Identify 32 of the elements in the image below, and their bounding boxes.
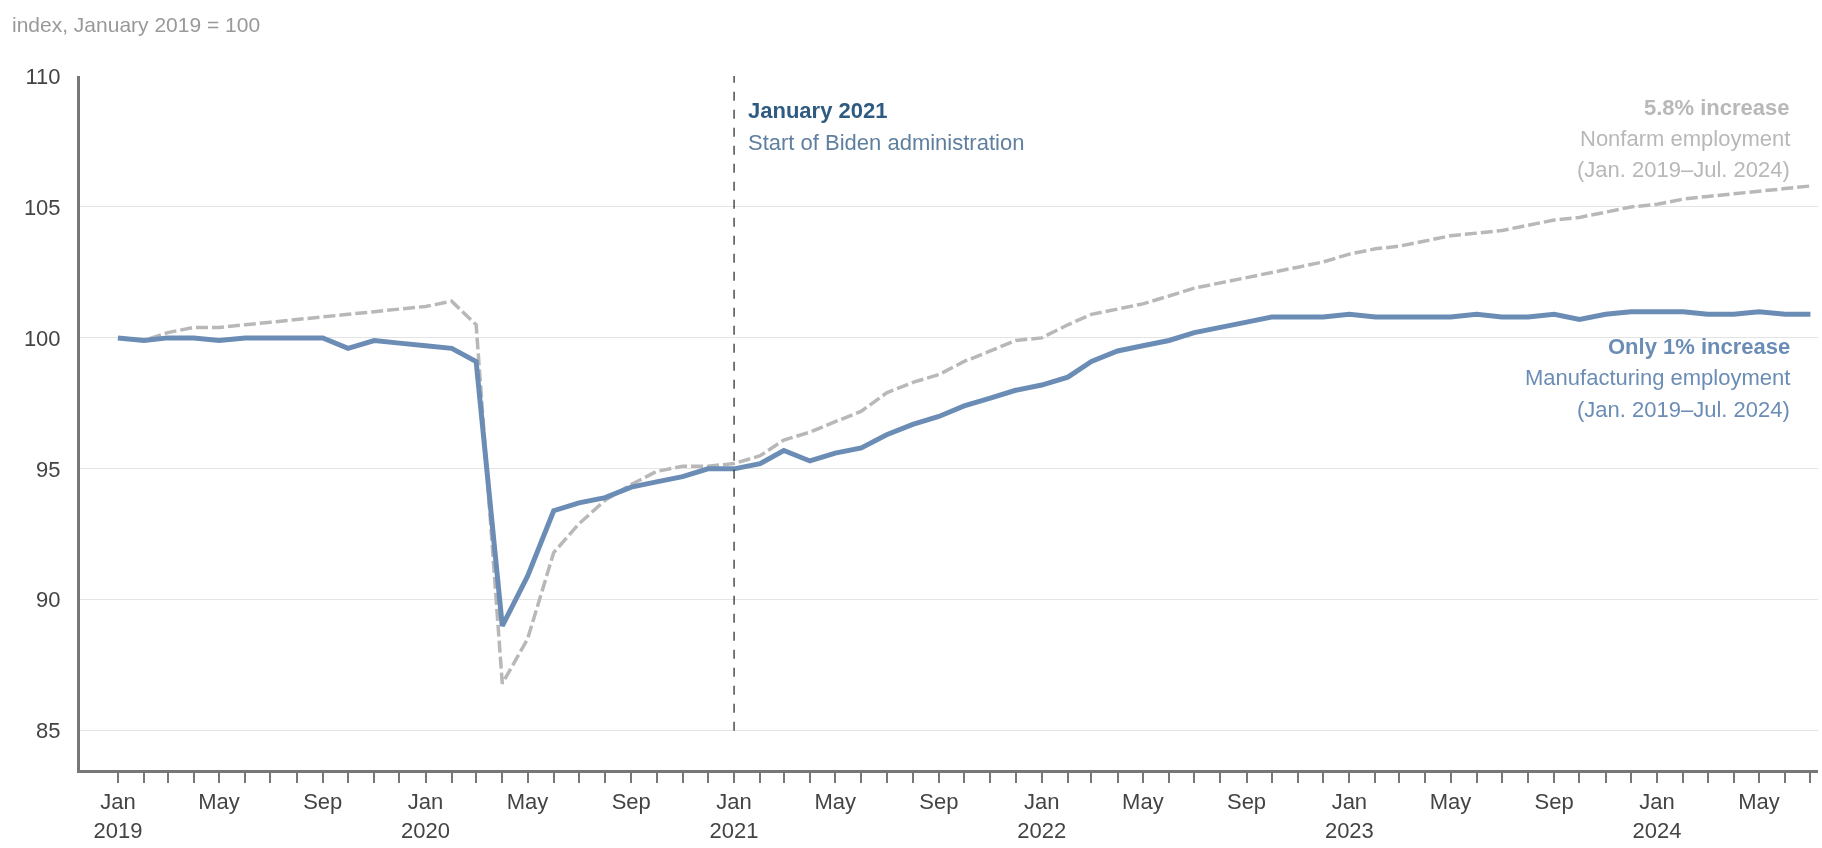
x-tick-label: May — [506, 789, 549, 815]
y-tick-label: 95 — [36, 456, 61, 482]
x-tick-label: Sep — [1226, 789, 1267, 815]
annotation: (Jan. 2019–Jul. 2024) — [1577, 157, 1790, 182]
x-tick-label: Jan 2021 — [709, 789, 759, 843]
annotation: (Jan. 2019–Jul. 2024) — [1577, 397, 1790, 422]
x-tick-label: Sep — [611, 789, 651, 815]
y-tick-label: 105 — [23, 194, 61, 220]
annotation: 5.8% increase — [1644, 95, 1790, 120]
x-tick-label: Sep — [303, 789, 343, 815]
y-tick-label: 110 — [25, 63, 61, 89]
x-tick-label: Jan 2020 — [401, 789, 451, 843]
text: Manufacturing employment — [1525, 365, 1791, 390]
series-label: Nonfarm employment — [1580, 126, 1791, 151]
y-tick-label: 85 — [36, 718, 61, 744]
annotation: Start of Biden administration — [748, 130, 1025, 155]
x-tick-label: Jan 2019 — [93, 789, 143, 843]
x-tick-label: Jan 2023 — [1324, 789, 1374, 843]
x-tick-label: May — [1122, 789, 1164, 815]
ref-line-label: January 2021 — [748, 98, 888, 123]
y-tick-label: 100 — [23, 325, 61, 351]
x-tick-label: May — [1738, 789, 1780, 815]
x-tick-label: May — [814, 789, 856, 815]
x-tick-label: Sep — [919, 789, 959, 815]
x-tick-label: Jan 2024 — [1632, 789, 1682, 843]
annotation: Only 1% increase — [1608, 334, 1791, 359]
x-tick-label: Jan 2022 — [1017, 789, 1067, 843]
y-axis-title: index, January 2019 = 100 — [12, 13, 261, 36]
y-tick-label: 90 — [36, 587, 61, 613]
x-tick-label: May — [1429, 789, 1472, 815]
x-tick-label: Sep — [1534, 789, 1574, 815]
x-tick-label: May — [198, 789, 240, 815]
